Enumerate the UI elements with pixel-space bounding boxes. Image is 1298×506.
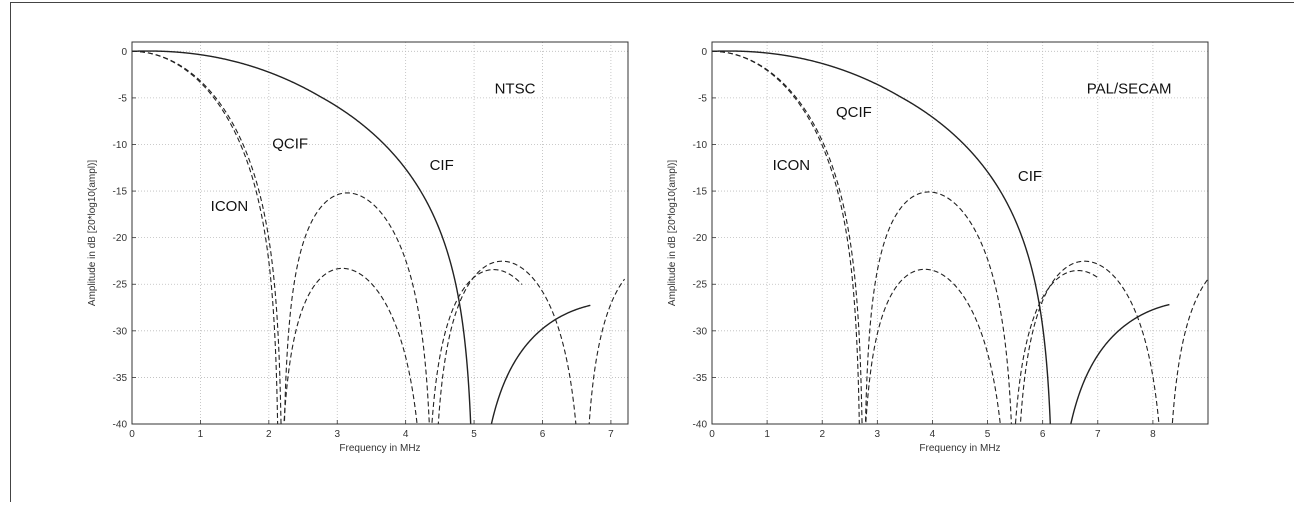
plot-area [132,42,628,424]
y-tick-label: 0 [121,47,127,58]
plot-area [712,42,1208,424]
figure-frame [10,2,1294,502]
y-tick-label: -20 [113,233,128,244]
y-tick-label: -35 [113,373,128,384]
x-tick-label: 3 [875,429,881,440]
series-line-qcif [132,50,626,424]
series-line-icon [712,50,1099,424]
annotation-cif: CIF [430,157,454,174]
y-tick-label: -10 [113,140,128,151]
y-tick-label: -30 [693,326,708,337]
series-line-cif [712,50,1170,424]
x-tick-label: 2 [266,429,272,440]
x-tick-label: 6 [1040,429,1046,440]
x-tick-label: 0 [129,429,135,440]
annotation-cif: CIF [1018,168,1042,185]
annotation-pal-secam: PAL/SECAM [1087,81,1172,98]
y-tick-label: -40 [693,420,708,431]
x-tick-label: 2 [819,429,825,440]
y-tick-label: -5 [698,93,707,104]
x-tick-label: 4 [930,429,936,440]
annotation-qcif: QCIF [272,136,308,153]
y-axis-label: Amplitude in dB [20*log10(ampl)] [667,160,678,306]
y-tick-label: -5 [118,93,127,104]
x-tick-label: 5 [985,429,991,440]
x-tick-label: 4 [403,429,409,440]
plot-frame [711,41,1209,425]
series-line-icon [132,50,523,424]
x-tick-label: 8 [1150,429,1156,440]
x-tick-label: 0 [709,429,715,440]
series-line-qcif [712,50,1208,424]
pal-secam-chart: 0 1 2 3 4 5 6 7 8 0 -5 -10 -15 -20 -25 -30 -35 -40 Frequen… [667,41,1209,454]
annotation-ntsc: NTSC [495,81,536,98]
annotation-icon: ICON [211,198,249,215]
x-axis-label: Frequency in MHz [919,443,1000,454]
y-tick-label: -15 [113,187,128,198]
y-tick-label: -15 [693,187,708,198]
y-tick-label: -25 [693,280,708,291]
x-axis-label: Frequency in MHz [339,443,420,454]
x-tick-label: 6 [540,429,546,440]
y-tick-label: -30 [113,326,128,337]
annotation-qcif: QCIF [836,104,872,121]
y-axis-label: Amplitude in dB [20*log10(ampl)] [87,160,98,306]
x-tick-label: 3 [334,429,340,440]
y-tick-label: 0 [701,47,707,58]
plot-frame [131,41,629,425]
x-tick-label: 5 [471,429,477,440]
x-tick-label: 7 [608,429,614,440]
y-tick-label: -35 [693,373,708,384]
x-tick-label: 1 [764,429,770,440]
ntsc-chart: 0 1 2 3 4 5 6 7 0 -5 -10 -15 -20 -25 -30 -35 -40 Frequenc… [87,41,629,454]
y-tick-label: -40 [113,420,128,431]
x-tick-label: 1 [198,429,204,440]
series-line-cif [132,50,591,424]
x-tick-label: 7 [1095,429,1101,440]
y-tick-label: -25 [113,280,128,291]
y-tick-label: -20 [693,233,708,244]
annotation-icon: ICON [773,157,811,174]
y-tick-label: -10 [693,140,708,151]
